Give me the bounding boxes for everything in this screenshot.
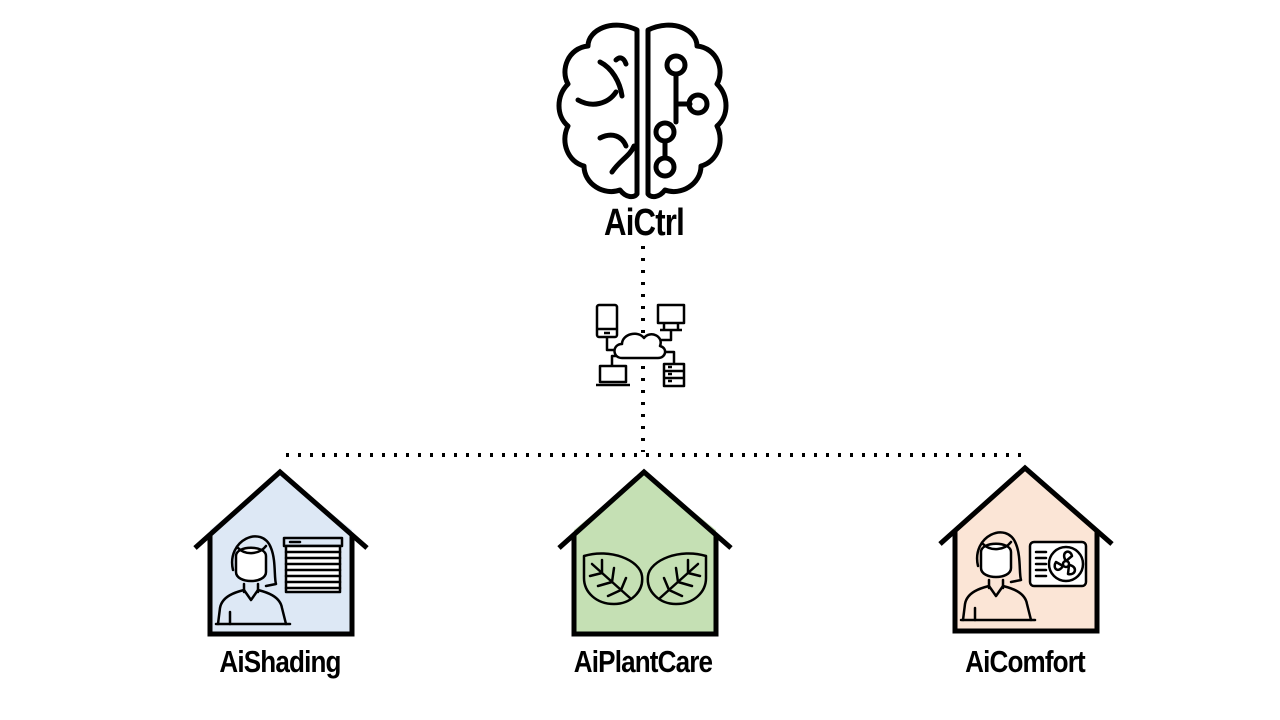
- house-body: [574, 472, 716, 634]
- house-outline: [557, 468, 733, 637]
- house-label-aicomfort: AiComfort: [965, 644, 1086, 679]
- person-window-blinds-icon: [214, 535, 344, 626]
- person-air-conditioner-icon: [959, 531, 1088, 622]
- house-aishading: [193, 468, 369, 637]
- leaves-icon: [582, 552, 708, 606]
- cloud-network-icon: [595, 303, 686, 388]
- house-outline: [938, 464, 1114, 634]
- house-label-aishading: AiShading: [219, 644, 341, 679]
- brain-circuit-icon: [556, 22, 729, 200]
- house-aicomfort: [938, 464, 1114, 634]
- controller-label: AiCtrl: [604, 202, 685, 244]
- house-aiplantcare: [557, 468, 733, 637]
- house-label-aiplantcare: AiPlantCare: [573, 644, 713, 679]
- house-outline: [193, 468, 369, 637]
